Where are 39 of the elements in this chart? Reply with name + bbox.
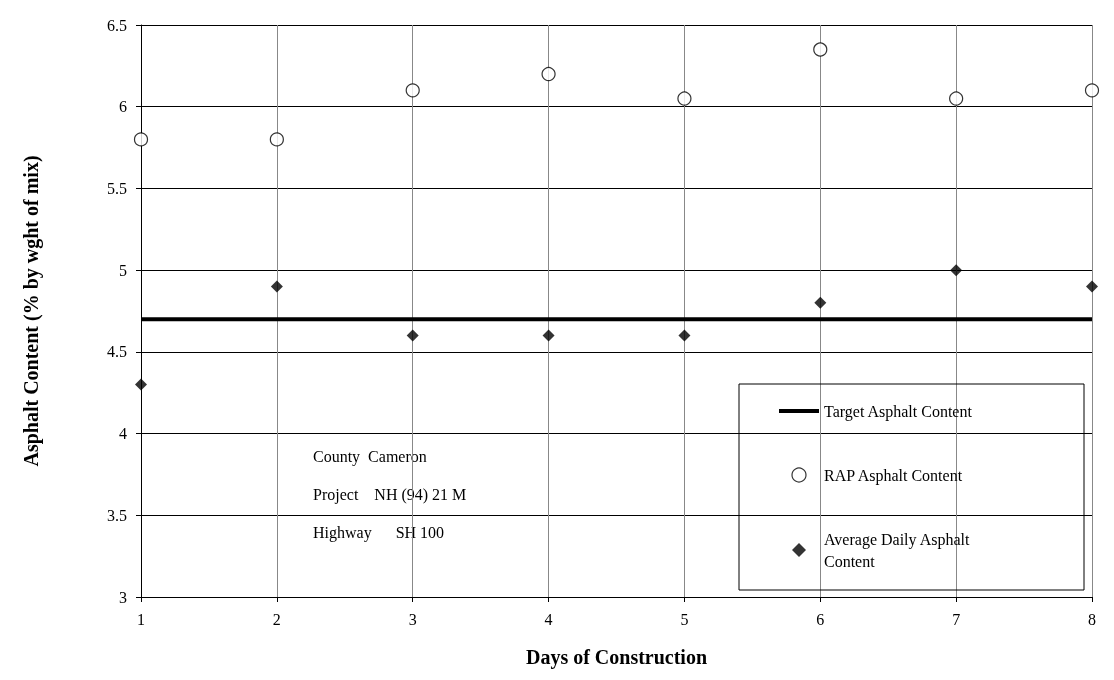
x-tick-label: 3 (408, 610, 417, 628)
x-tick-label: 8 (1088, 610, 1096, 628)
point (678, 329, 691, 342)
y-tick-label: 5.5 (107, 179, 127, 197)
point (541, 66, 556, 82)
point (133, 132, 149, 147)
point (677, 91, 692, 106)
y-axis-title: Asphalt Content (% by wght of mix) (20, 155, 43, 467)
point (405, 83, 420, 98)
legend-label: Target Asphalt Content (824, 402, 973, 421)
annotation: County Cameron (313, 447, 427, 466)
point (1084, 83, 1100, 98)
y-tick-label: 4.5 (107, 343, 127, 361)
annotation: Highway SH 100 (313, 523, 445, 542)
point (1086, 280, 1098, 293)
x-tick-label: 7 (952, 610, 961, 628)
point (269, 132, 284, 147)
x-tick-label: 2 (272, 610, 281, 628)
legend-label: Average Daily Asphalt Content (824, 530, 974, 570)
legend-label: RAP Asphalt Content (824, 466, 963, 485)
y-tick-label: 4 (119, 425, 127, 443)
y-tick-label: 6.5 (107, 16, 127, 34)
point (270, 280, 283, 293)
y-tick-label: 3 (119, 588, 127, 606)
x-tick-label: 6 (816, 610, 825, 628)
point (949, 91, 964, 106)
point (950, 264, 963, 277)
y-tick-label: 6 (119, 98, 127, 116)
point (135, 378, 147, 391)
x-tick-label: 4 (544, 610, 553, 628)
x-axis-title: Days of Construction (525, 646, 708, 669)
x-tick-label: 5 (680, 610, 689, 628)
y-tick-label: 3.5 (107, 506, 127, 524)
point (813, 42, 828, 57)
point (542, 329, 555, 342)
point (814, 296, 827, 309)
x-tick-label: 1 (137, 610, 145, 628)
point (406, 329, 419, 342)
y-tick-label: 5 (119, 261, 127, 279)
